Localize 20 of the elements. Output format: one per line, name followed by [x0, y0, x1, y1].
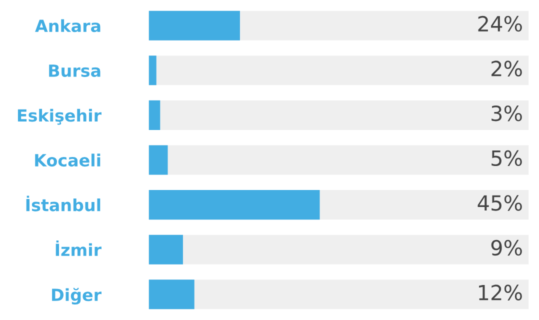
- y-tick-label: Eskişehir: [18, 108, 102, 125]
- data-label: 2%: [492, 60, 522, 76]
- bar: [148, 280, 194, 310]
- data-label: 5%: [492, 150, 522, 166]
- y-tick-label: Kocaeli: [35, 154, 100, 167]
- y-tick-label: İstanbul: [26, 196, 100, 212]
- data-label: 45%: [478, 195, 522, 211]
- bar: [148, 56, 156, 86]
- bar: [148, 100, 160, 130]
- bar: [148, 234, 183, 264]
- data-label: 24%: [478, 16, 522, 32]
- bar: [148, 145, 168, 175]
- data-label: 3%: [492, 105, 522, 122]
- y-tick-label: İzmir: [56, 240, 102, 256]
- y-tick-label: Diğer: [52, 288, 102, 305]
- y-tick-label: Ankara: [35, 19, 100, 32]
- data-label: 12%: [479, 284, 522, 300]
- bar: [148, 10, 240, 40]
- y-tick-label: Bursa: [49, 64, 100, 77]
- data-label: 9%: [491, 240, 522, 256]
